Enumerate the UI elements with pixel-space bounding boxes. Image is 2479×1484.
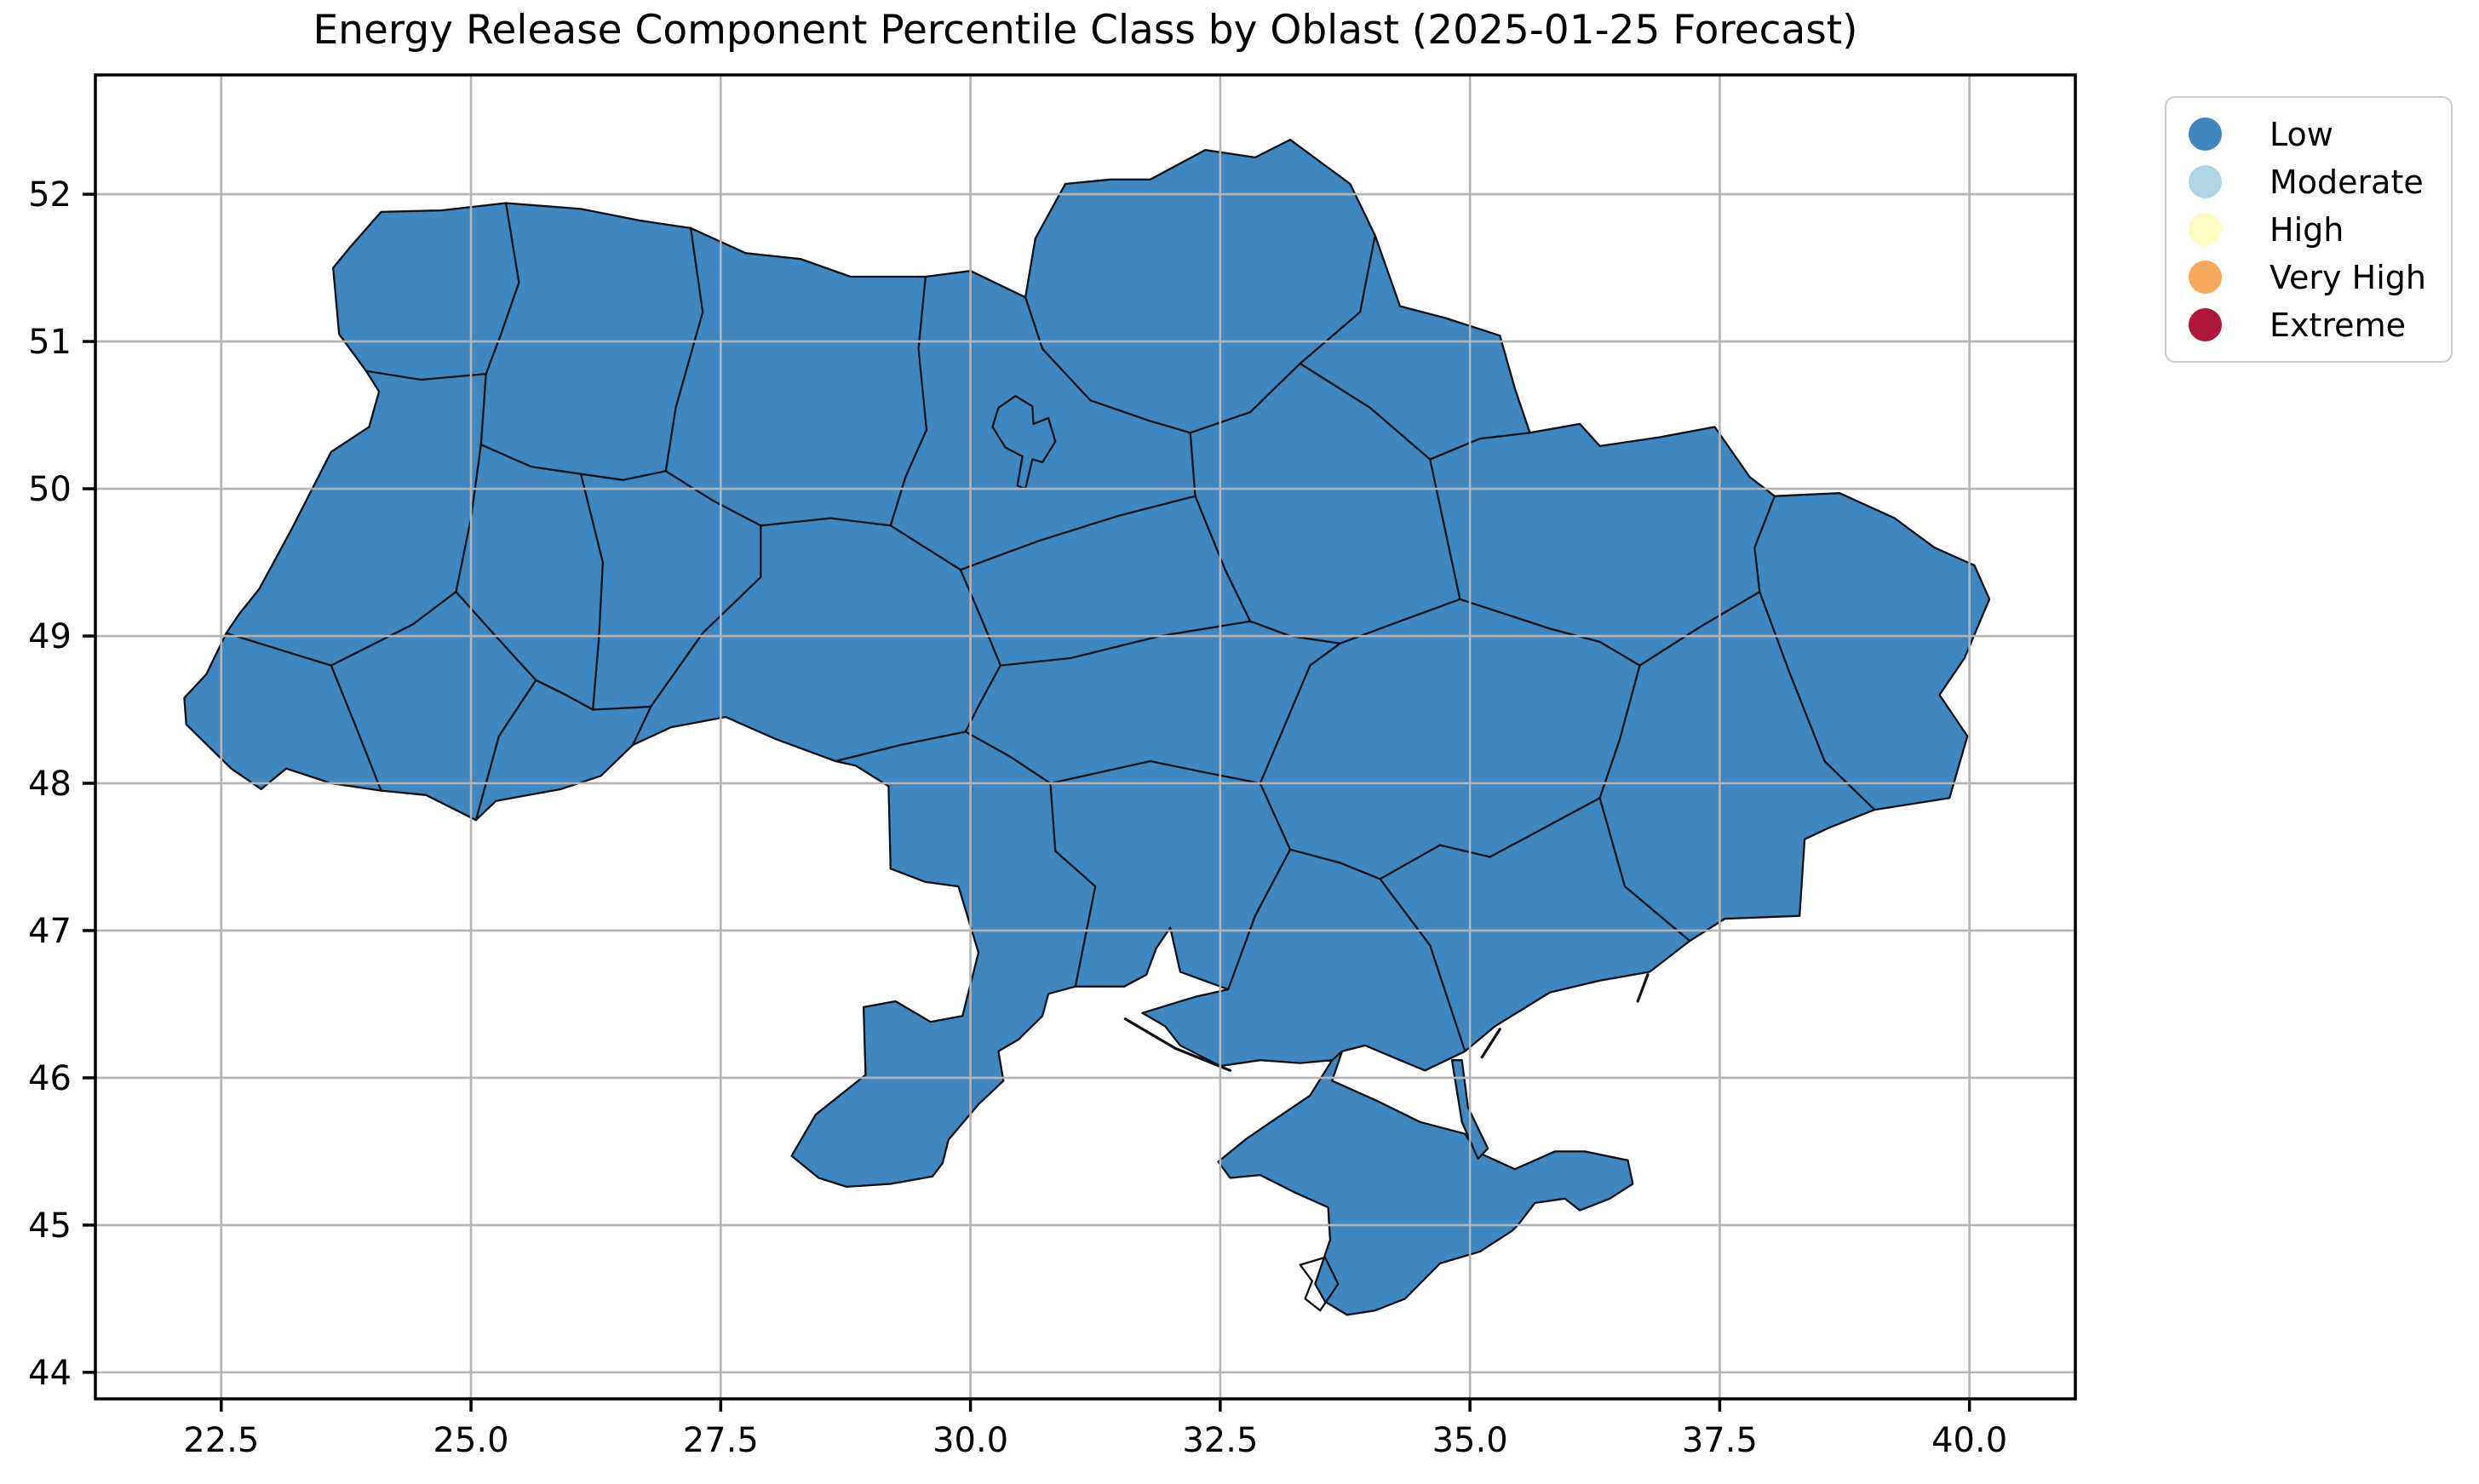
oblast-border	[330, 664, 382, 792]
legend-item: Moderate	[2189, 165, 2451, 198]
y-tick-label: 47	[28, 912, 72, 951]
coastal-spit	[1636, 973, 1650, 1003]
oblast-border	[1194, 495, 1252, 622]
x-tick-label: 32.5	[1182, 1421, 1258, 1460]
x-tick-label: 37.5	[1682, 1421, 1758, 1460]
oblast-border	[959, 569, 1001, 667]
oblast-border	[225, 632, 332, 667]
oblast-border	[1049, 782, 1097, 988]
oblast-border	[455, 590, 537, 682]
y-tick-label: 44	[28, 1354, 72, 1393]
legend-marker-moderate	[2189, 165, 2222, 198]
oblast-border	[889, 524, 962, 571]
y-tick-label: 45	[28, 1206, 72, 1246]
legend-label: Very High	[2270, 258, 2426, 296]
x-tick-label: 35.0	[1432, 1421, 1508, 1460]
oblast-border	[889, 275, 928, 527]
oblast-border	[1379, 797, 1601, 880]
legend-item: Low	[2189, 117, 2451, 151]
oblast-border	[650, 524, 762, 708]
legend-label: High	[2270, 210, 2344, 249]
y-tick-label: 50	[28, 470, 72, 509]
oblast-border	[1598, 797, 1691, 943]
legend-item: Very High	[2189, 261, 2451, 294]
legend-item: Extreme	[2189, 308, 2451, 341]
oblast-border	[664, 226, 704, 473]
chart-title: Energy Release Component Percentile Clas…	[313, 7, 1858, 54]
oblast-border	[835, 731, 967, 763]
oblast-border	[1189, 362, 1301, 434]
city-enclave-border	[1299, 1256, 1340, 1312]
oblast-border	[535, 679, 594, 711]
oblast-border	[330, 590, 457, 667]
y-tick-label: 51	[28, 323, 72, 362]
oblast-border	[364, 370, 487, 446]
oblast-border	[1259, 782, 1292, 851]
oblast-border	[959, 495, 1196, 571]
axes-frame	[94, 73, 2077, 1401]
oblast-border	[1189, 432, 1196, 497]
oblast-border	[760, 517, 892, 527]
oblast-border	[579, 473, 605, 711]
oblast-border	[1227, 848, 1292, 991]
oblast-border	[592, 705, 652, 711]
oblast-border	[474, 679, 537, 822]
coastal-spit	[1480, 1028, 1501, 1059]
oblast-border	[1429, 458, 1461, 600]
oblast-border	[1759, 590, 1876, 811]
oblast-border	[1331, 1050, 1344, 1062]
legend-marker-very-high	[2189, 261, 2222, 294]
legend-item: High	[2189, 213, 2451, 246]
oblast-border	[1379, 878, 1466, 1052]
oblast-border	[964, 731, 1052, 785]
legend-marker-high	[2189, 213, 2222, 246]
y-tick-label: 48	[28, 765, 72, 804]
coastal-spit	[1123, 1017, 1232, 1072]
oblast-border	[1049, 759, 1261, 785]
y-tick-label: 49	[28, 617, 72, 656]
oblast-border	[1429, 432, 1531, 461]
oblast-border	[664, 470, 762, 527]
x-tick-label: 25.0	[433, 1421, 509, 1460]
oblast-border	[1299, 362, 1432, 461]
oblast-border	[485, 202, 520, 375]
coastal-landform	[1450, 1059, 1489, 1160]
legend-label: Low	[2270, 115, 2333, 153]
legend-marker-low	[2189, 117, 2222, 151]
oblast-border	[1638, 590, 1761, 667]
country-ukraine	[183, 138, 1991, 1316]
x-tick-label: 30.0	[932, 1421, 1008, 1460]
legend: Low Moderate High Very High Extreme	[2165, 96, 2453, 363]
oblast-border	[1288, 848, 1381, 880]
x-tick-label: 27.5	[683, 1421, 759, 1460]
oblast-border	[999, 620, 1252, 667]
oblast-border	[1299, 234, 1376, 365]
legend-marker-extreme	[2189, 308, 2222, 341]
y-tick-label: 52	[28, 175, 72, 215]
x-tick-label: 22.5	[183, 1421, 259, 1460]
x-tick-label: 40.0	[1931, 1421, 2007, 1460]
oblast-border	[1753, 495, 1776, 593]
oblast-border	[631, 705, 652, 747]
legend-label: Extreme	[2270, 306, 2406, 344]
y-tick-label: 46	[28, 1059, 72, 1098]
legend-label: Moderate	[2270, 163, 2424, 201]
city-enclave-border	[991, 394, 1057, 490]
oblast-border	[1259, 642, 1341, 785]
oblast-border	[1024, 296, 1191, 434]
oblast-border	[1598, 664, 1641, 799]
